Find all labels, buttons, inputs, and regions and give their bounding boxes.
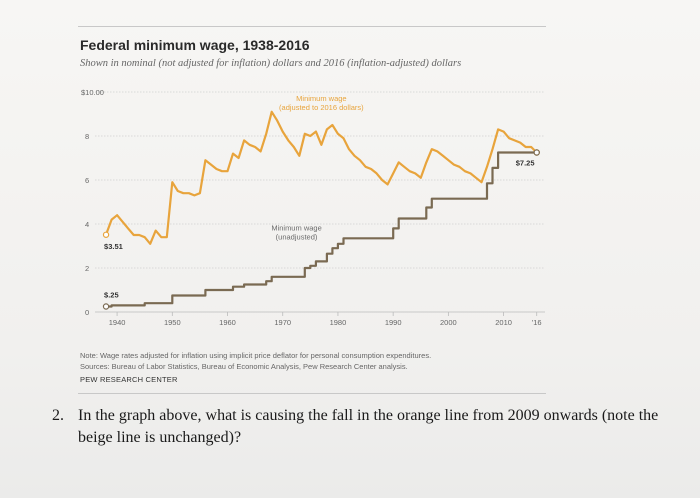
y-tick-label: 4: [85, 220, 89, 229]
question-number: 2.: [52, 407, 64, 424]
y-tick-label: 2: [85, 264, 89, 273]
end-value-label: $7.25: [516, 159, 535, 168]
start-nominal-label: $.25: [104, 291, 119, 300]
x-tick-label: 2000: [440, 318, 457, 327]
y-tick-label: 8: [85, 132, 89, 141]
note-text: Note: Wage rates adjusted for inflation …: [80, 351, 432, 360]
nominal-wage-line: [106, 151, 537, 308]
sources-text: Sources: Bureau of Labor Statistics, Bur…: [80, 362, 408, 371]
credit-text: PEW RESEARCH CENTER: [80, 375, 178, 384]
x-tick-label: 1980: [330, 318, 347, 327]
nominal-start-marker: [102, 303, 110, 310]
start-adjusted-label: $3.51: [104, 242, 123, 251]
chart-title: Federal minimum wage, 1938-2016: [80, 37, 310, 53]
question-text: In the graph above, what is causing the …: [78, 407, 659, 446]
x-tick-label: 1990: [385, 318, 402, 327]
x-tick-label: 1960: [219, 318, 236, 327]
chart-notes: Note: Wage rates adjusted for inflation …: [80, 350, 540, 372]
adjusted-series-label-1: Minimum wage: [296, 94, 346, 103]
series-layer: [102, 110, 540, 310]
top-divider: [78, 26, 546, 27]
x-tick-label: 2010: [495, 318, 512, 327]
y-tick-label: $10.00: [81, 88, 104, 97]
nominal-end-marker: [533, 149, 540, 156]
bottom-divider: [78, 393, 546, 394]
chart-subtitle: Shown in nominal (not adjusted for infla…: [80, 58, 462, 69]
x-tick-label: 1950: [164, 318, 181, 327]
label-layer: 0 2 4 6 8 $10.00 1940 1950 1960 1970 1980 1990 2000 2…: [81, 88, 542, 327]
x-tick-label: 1940: [109, 318, 126, 327]
line-chart: 0 2 4 6 8 $10.00 1940 1950 1960 1970 1980 1990 2000 2…: [81, 88, 545, 327]
y-tick-label: 0: [85, 308, 89, 317]
nominal-series-label-2: (unadjusted): [276, 233, 318, 242]
grid-layer: [95, 91, 545, 316]
adjusted-start-marker: [102, 231, 110, 238]
adjusted-series-label-2: (adjusted to 2016 dollars): [279, 103, 364, 112]
x-tick-label: 1970: [274, 318, 291, 327]
adjusted-wage-line: [104, 110, 538, 245]
x-tick-label: '16: [532, 318, 542, 327]
y-tick-label: 6: [85, 176, 89, 185]
nominal-series-label-1: Minimum wage: [271, 224, 321, 233]
